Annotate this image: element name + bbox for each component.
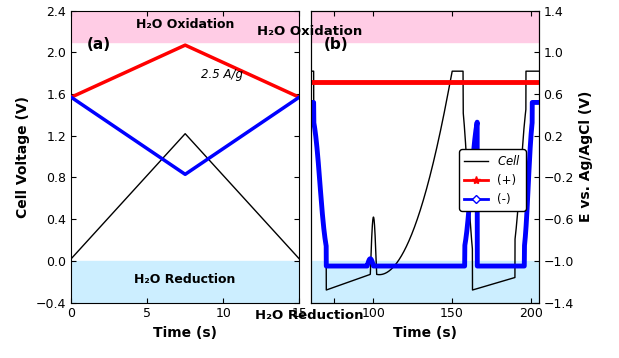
Text: 2.5 A/g: 2.5 A/g — [201, 68, 243, 81]
Bar — [71, 11, 299, 42]
Bar — [311, 11, 539, 42]
Bar — [71, 261, 299, 303]
Text: H₂O Reduction: H₂O Reduction — [134, 274, 236, 286]
Y-axis label: E vs. Ag/AgCl (V): E vs. Ag/AgCl (V) — [579, 91, 594, 222]
Text: (b): (b) — [324, 37, 349, 52]
Bar — [311, 261, 539, 303]
X-axis label: Time (s): Time (s) — [153, 326, 217, 340]
Text: (a): (a) — [87, 37, 111, 52]
Text: H₂O Oxidation: H₂O Oxidation — [136, 18, 235, 31]
X-axis label: Time (s): Time (s) — [392, 326, 457, 340]
Legend: $\it{Cell}$, (+), (-): $\it{Cell}$, (+), (-) — [459, 149, 526, 211]
Y-axis label: Cell Voltage (V): Cell Voltage (V) — [16, 96, 30, 218]
Text: H₂O Reduction: H₂O Reduction — [255, 309, 364, 322]
Text: H₂O Oxidation: H₂O Oxidation — [257, 25, 362, 38]
